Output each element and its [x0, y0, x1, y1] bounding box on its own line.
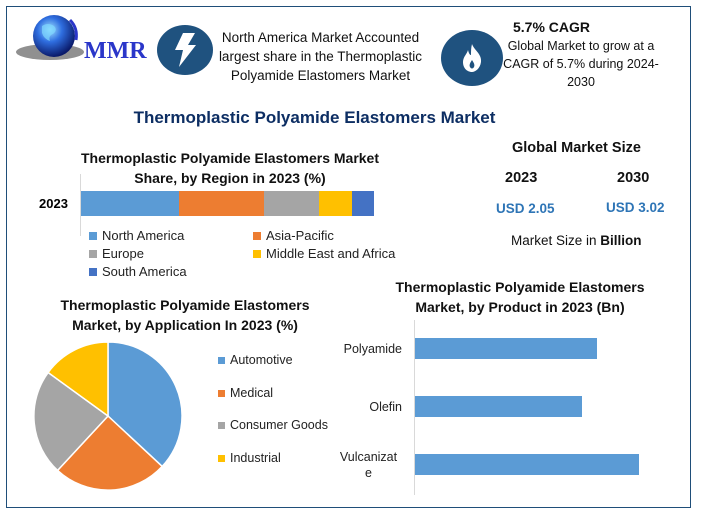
market-size-year-2023: 2023: [505, 170, 538, 186]
product-bar-polyamide: [415, 338, 597, 359]
region-category-label: 2023: [39, 196, 68, 211]
logo-text: MMR: [84, 38, 147, 64]
bar-segment-south-america: [352, 191, 374, 216]
legend-europe: Europe: [89, 246, 144, 261]
legend-swatch: [218, 389, 225, 397]
region-chart-title-line1: Thermoplastic Polyamide Elastomers Marke…: [81, 150, 379, 166]
legend-consumer-goods: Consumer Goods: [218, 418, 328, 432]
mmr-logo: MMR: [14, 12, 147, 70]
info1-line1: North America Market Accounted: [221, 30, 420, 45]
product-label-vulcanizate-line1: Vulcanizat: [339, 450, 398, 464]
market-size-note-prefix: Market Size in: [511, 233, 601, 248]
legend-automotive: Automotive: [218, 353, 293, 367]
pie-slice-industrial: [47, 341, 109, 418]
legend-industrial: Industrial: [218, 451, 281, 465]
pie-slice-consumer-goods: [33, 371, 110, 472]
legend-swatch: [218, 421, 225, 429]
pie-slice-automotive: [107, 341, 183, 468]
legend-label: Consumer Goods: [230, 418, 328, 432]
region-chart-title: Thermoplastic Polyamide Elastomers Marke…: [70, 148, 390, 188]
region-chart-title-line2: Share, by Region in 2023 (%): [134, 170, 326, 186]
market-size-value-2030: USD 3.02: [606, 200, 665, 215]
product-label-vulcanizate: Vulcanizat e: [335, 449, 402, 481]
info-north-america-text: North America Market Accounted largest s…: [213, 28, 428, 85]
legend-swatch: [89, 231, 97, 240]
legend-swatch: [253, 249, 261, 258]
application-pie-chart: [33, 341, 183, 491]
info1-line3: Polyamide Elastomers Market: [230, 68, 411, 83]
legend-label: Middle East and Africa: [266, 246, 396, 261]
legend-swatch: [253, 231, 261, 240]
legend-label: South America: [102, 264, 187, 279]
legend-label: Medical: [230, 386, 274, 400]
legend-label: North America: [102, 228, 185, 243]
lightning-bolt-icon: [157, 25, 213, 75]
legend-label: Industrial: [230, 451, 281, 465]
pie-slice-medical: [56, 414, 164, 491]
market-size-note-unit: Billion: [600, 233, 642, 248]
bar-segment-north-america: [81, 191, 179, 216]
legend-south-america: South America: [89, 264, 187, 279]
legend-swatch: [218, 454, 225, 462]
legend-swatch: [89, 249, 97, 258]
application-chart-title-line1: Thermoplastic Polyamide Elastomers: [60, 297, 310, 313]
globe-icon: [16, 15, 84, 60]
product-bar-olefin: [415, 396, 582, 417]
bar-segment-europe: [264, 191, 319, 216]
region-stacked-bar: [81, 191, 374, 216]
product-bar-vulcanizate: [415, 454, 639, 475]
bar-segment-asia-pacific: [179, 191, 264, 216]
bar-segment-middle-east-africa: [319, 191, 352, 216]
application-chart-title-line2: Market, by Application In 2023 (%): [72, 317, 298, 333]
cagr-description: Global Market to grow at a CAGR of 5.7% …: [503, 37, 659, 91]
product-chart-title-line2: Market, by Product in 2023 (Bn): [415, 299, 625, 315]
cagr-line3: 2030: [567, 75, 595, 89]
cagr-line2: CAGR of 5.7% during 2024-: [503, 57, 659, 71]
cagr-title: 5.7% CAGR: [513, 19, 591, 35]
market-size-note: Market Size in Billion: [511, 233, 642, 248]
product-chart-title: Thermoplastic Polyamide Elastomers Marke…: [375, 277, 665, 317]
region-axis: [80, 174, 81, 236]
cagr-line1: Global Market to grow at a: [507, 39, 655, 53]
product-chart-title-line1: Thermoplastic Polyamide Elastomers: [395, 279, 645, 295]
legend-medical: Medical: [218, 386, 273, 400]
market-size-title: Global Market Size: [512, 140, 641, 156]
info1-line2: largest share in the Thermoplastic: [218, 49, 423, 64]
market-size-value-2023: USD 2.05: [496, 201, 555, 216]
product-label-olefin: Olefin: [369, 400, 402, 414]
legend-middle-east-africa: Middle East and Africa: [253, 246, 395, 261]
product-label-polyamide: Polyamide: [343, 342, 402, 356]
legend-asia-pacific: Asia-Pacific: [253, 228, 334, 243]
application-chart-title: Thermoplastic Polyamide Elastomers Marke…: [40, 295, 330, 335]
legend-swatch: [89, 267, 97, 276]
legend-label: Asia-Pacific: [266, 228, 334, 243]
flame-icon: [441, 30, 503, 86]
legend-label: Automotive: [230, 353, 293, 367]
legend-label: Europe: [102, 246, 144, 261]
legend-north-america: North America: [89, 228, 184, 243]
main-title: Thermoplastic Polyamide Elastomers Marke…: [133, 108, 496, 127]
legend-swatch: [218, 356, 225, 364]
product-axis: [414, 320, 415, 495]
market-size-year-2030: 2030: [617, 170, 650, 186]
product-label-vulcanizate-line2: e: [365, 466, 372, 480]
